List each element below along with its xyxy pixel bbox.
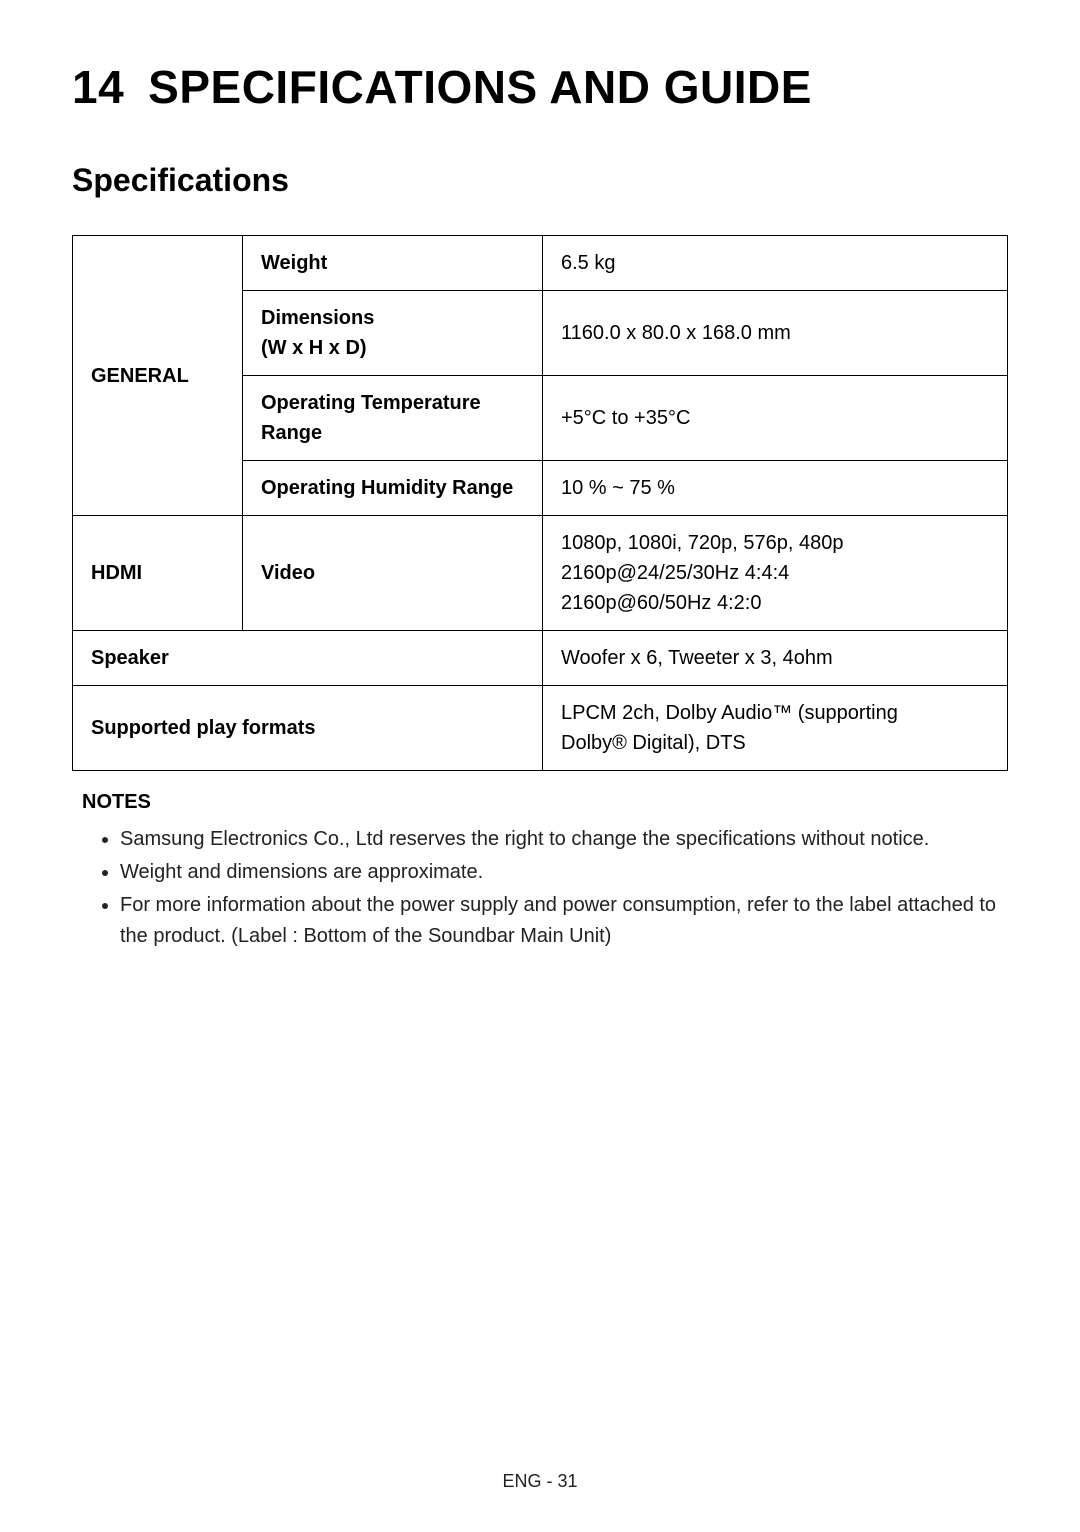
val-video-line1: 1080p, 1080i, 720p, 576p, 480p bbox=[561, 532, 843, 554]
prop-dimensions-line1: Dimensions bbox=[261, 307, 374, 329]
prop-humidity: Operating Humidity Range bbox=[243, 461, 543, 516]
list-item: Weight and dimensions are approximate. bbox=[120, 857, 1008, 888]
chapter-number: 14 bbox=[72, 61, 124, 113]
notes-heading: NOTES bbox=[72, 791, 1008, 814]
val-dimensions: 1160.0 x 80.0 x 168.0 mm bbox=[543, 291, 1008, 376]
category-general: GENERAL bbox=[73, 236, 243, 516]
chapter-title: 14 SPECIFICATIONS AND GUIDE bbox=[72, 60, 1008, 114]
section-title: Specifications bbox=[72, 162, 1008, 199]
prop-weight: Weight bbox=[243, 236, 543, 291]
val-speaker: Woofer x 6, Tweeter x 3, 4ohm bbox=[543, 631, 1008, 686]
category-speaker: Speaker bbox=[73, 631, 543, 686]
list-item: Samsung Electronics Co., Ltd reserves th… bbox=[120, 824, 1008, 855]
category-formats: Supported play formats bbox=[73, 686, 543, 771]
table-row: GENERAL Weight 6.5 kg bbox=[73, 236, 1008, 291]
val-formats: LPCM 2ch, Dolby Audio™ (supporting Dolby… bbox=[543, 686, 1008, 771]
val-formats-line2: Dolby® Digital), DTS bbox=[561, 732, 746, 754]
chapter-title-text: SPECIFICATIONS AND GUIDE bbox=[148, 61, 812, 113]
val-humidity: 10 % ~ 75 % bbox=[543, 461, 1008, 516]
val-video-line3: 2160p@60/50Hz 4:2:0 bbox=[561, 592, 761, 614]
table-row: HDMI Video 1080p, 1080i, 720p, 576p, 480… bbox=[73, 516, 1008, 631]
notes-list: Samsung Electronics Co., Ltd reserves th… bbox=[72, 824, 1008, 952]
list-item: For more information about the power sup… bbox=[120, 890, 1008, 952]
specifications-table: GENERAL Weight 6.5 kg Dimensions (W x H … bbox=[72, 235, 1008, 771]
prop-dimensions-line2: (W x H x D) bbox=[261, 337, 367, 359]
category-hdmi: HDMI bbox=[73, 516, 243, 631]
val-weight: 6.5 kg bbox=[543, 236, 1008, 291]
val-video-line2: 2160p@24/25/30Hz 4:4:4 bbox=[561, 562, 789, 584]
val-temp: +5°C to +35°C bbox=[543, 376, 1008, 461]
val-video: 1080p, 1080i, 720p, 576p, 480p 2160p@24/… bbox=[543, 516, 1008, 631]
prop-dimensions: Dimensions (W x H x D) bbox=[243, 291, 543, 376]
table-row: Speaker Woofer x 6, Tweeter x 3, 4ohm bbox=[73, 631, 1008, 686]
page-footer: ENG - 31 bbox=[0, 1471, 1080, 1492]
prop-temp: Operating Temperature Range bbox=[243, 376, 543, 461]
val-formats-line1: LPCM 2ch, Dolby Audio™ (supporting bbox=[561, 702, 898, 724]
table-row: Supported play formats LPCM 2ch, Dolby A… bbox=[73, 686, 1008, 771]
prop-video: Video bbox=[243, 516, 543, 631]
